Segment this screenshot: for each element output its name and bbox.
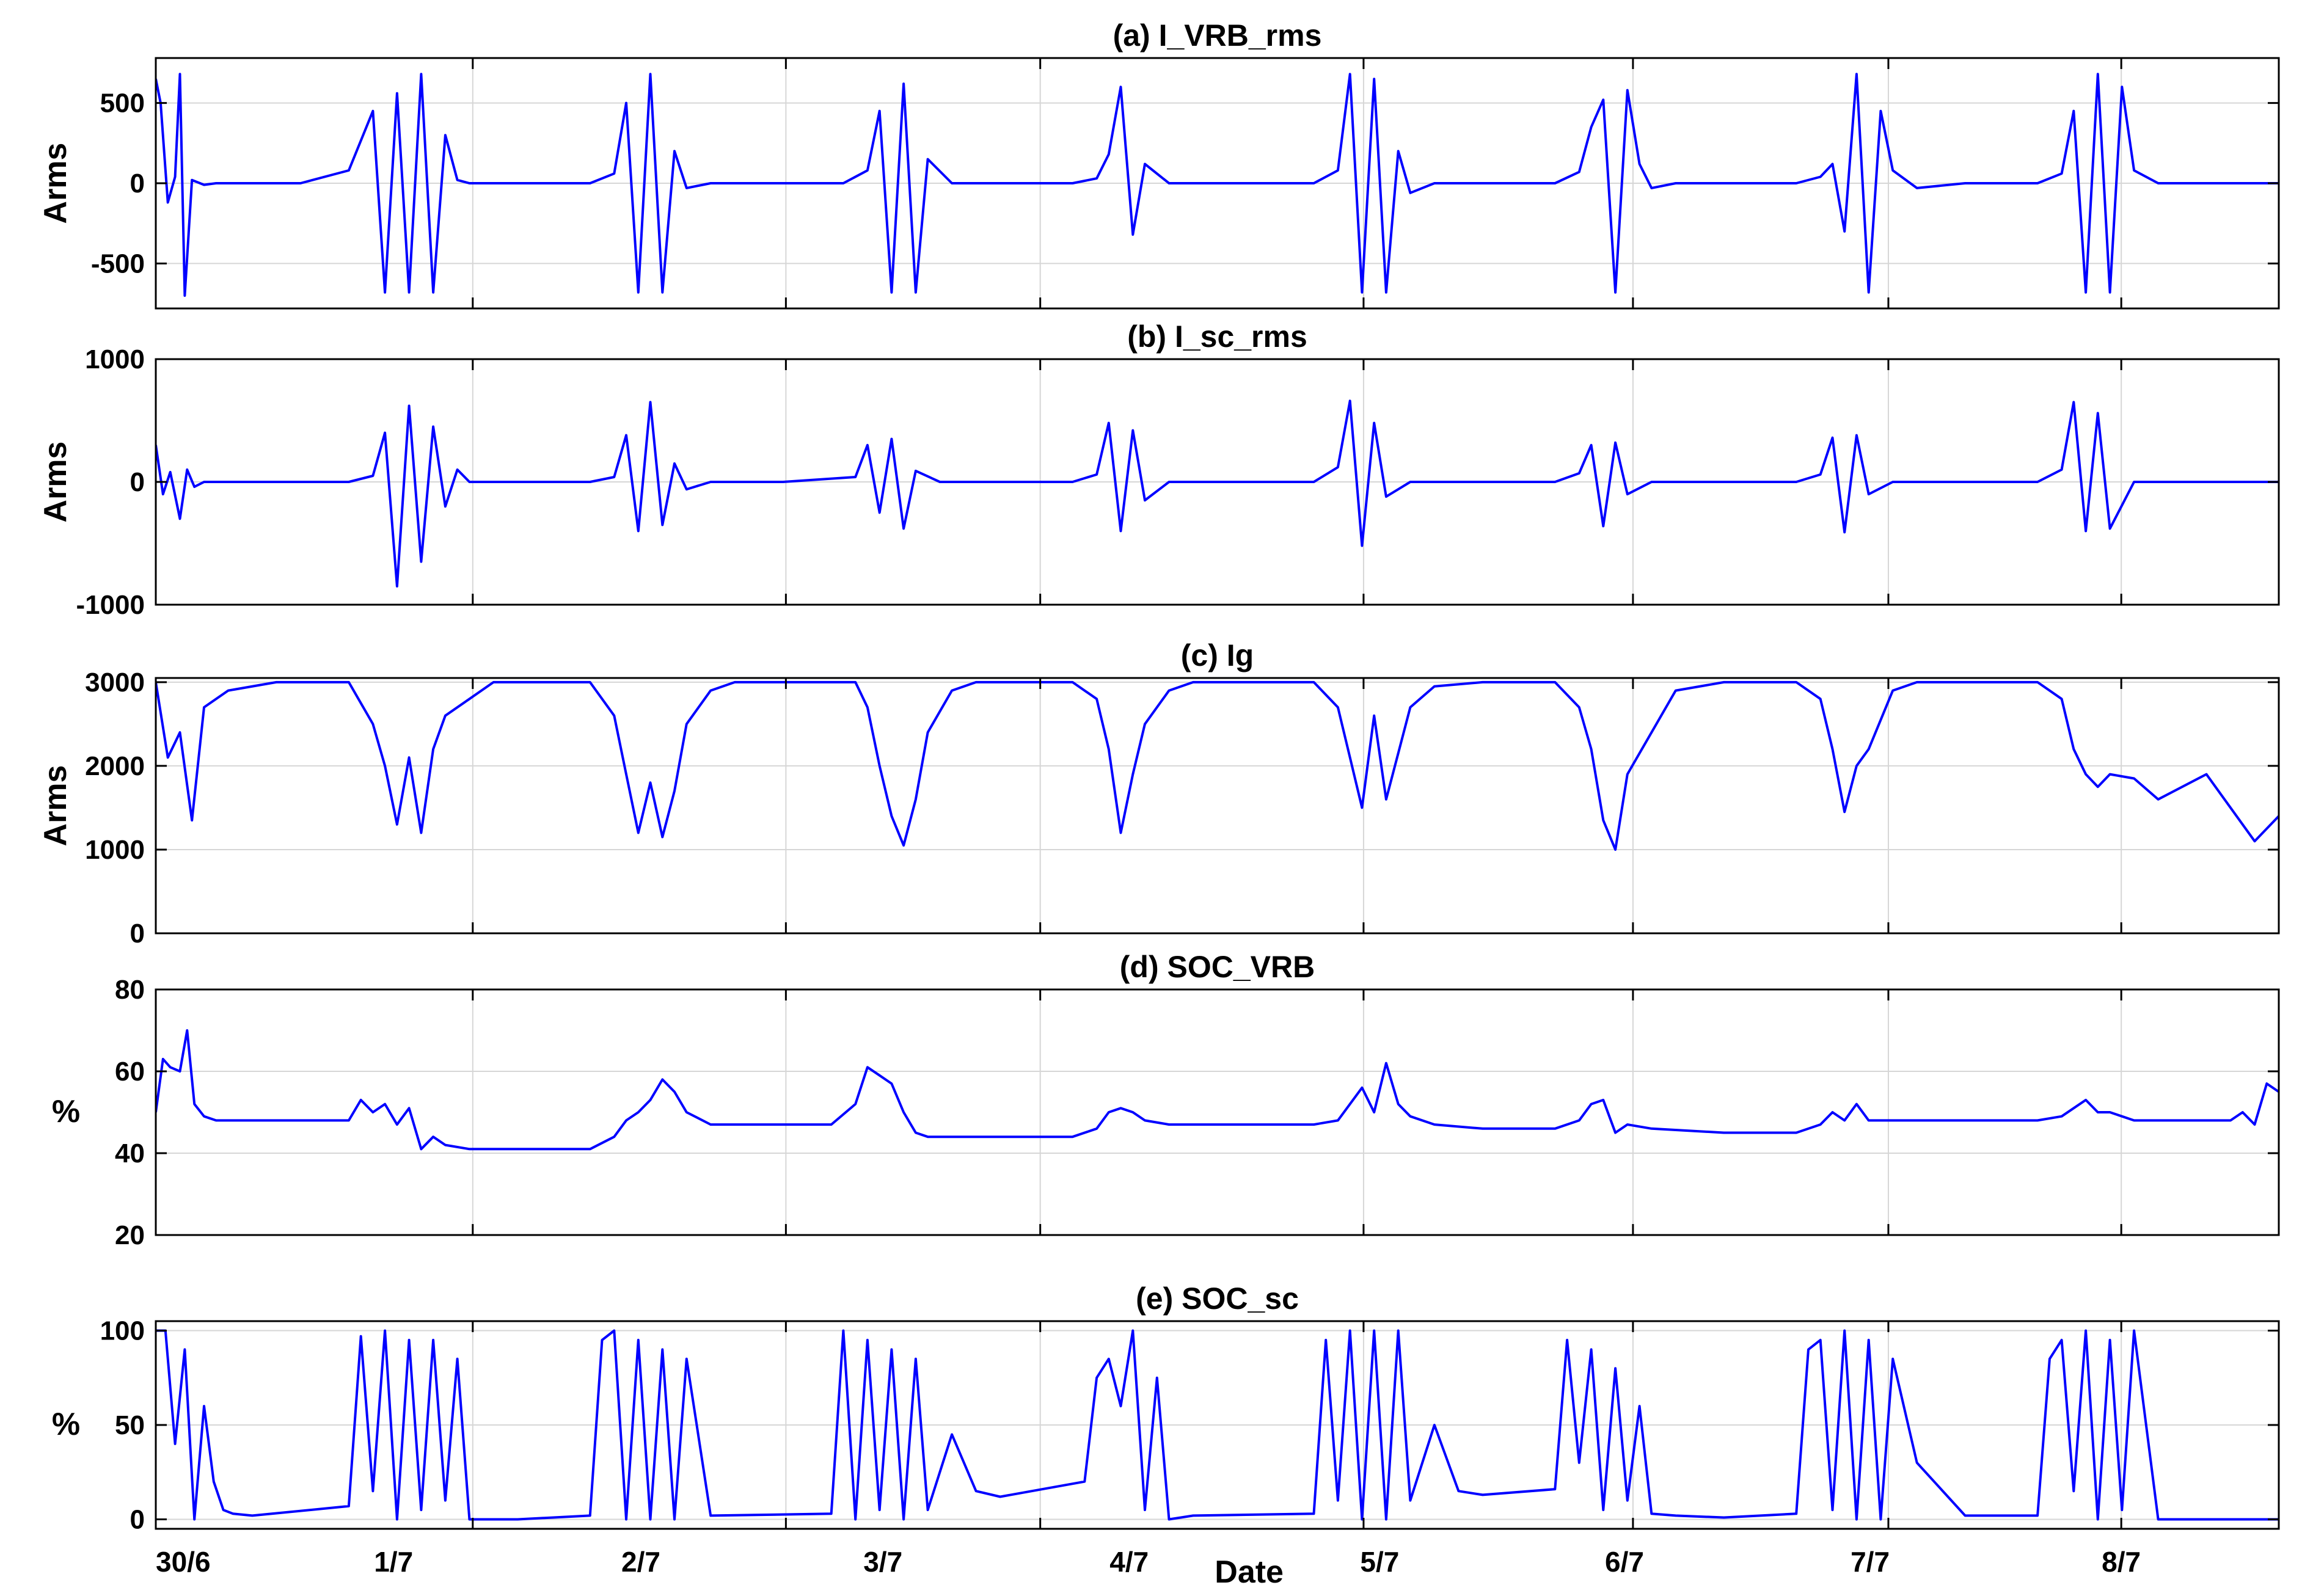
x-axis-label: Date (1215, 1554, 1284, 1590)
x-tick-label: 3/7 (863, 1546, 902, 1578)
series-line (156, 73, 2279, 297)
axes-box (155, 988, 2280, 1236)
y-tick-label: 500 (100, 89, 145, 118)
y-axis-label: % (52, 1094, 80, 1129)
y-axis-label: Arms (38, 442, 73, 523)
x-tick-label: 4/7 (1109, 1546, 1149, 1578)
y-axis-label: Arms (38, 143, 73, 224)
subplot-title: (b) I_sc_rms (1127, 319, 1307, 354)
x-tick-label: 8/7 (2102, 1546, 2141, 1578)
y-tick-label: 60 (115, 1057, 145, 1087)
y-tick-label: 1000 (85, 835, 145, 865)
y-tick-label: 0 (130, 169, 145, 199)
series-line (156, 399, 2279, 588)
y-tick-label: -500 (91, 249, 145, 279)
x-tick-label: 1/7 (374, 1546, 413, 1578)
x-tick-label: 6/7 (1605, 1546, 1644, 1578)
y-tick-label: 20 (115, 1220, 145, 1250)
subplot-title: (c) Ig (1181, 638, 1254, 672)
subplot-4: 20 40 60 80 (d) SOC_VRB% (52, 950, 2280, 1250)
y-tick-label: 0 (130, 919, 145, 949)
x-tick-label: 5/7 (1360, 1546, 1399, 1578)
y-tick-label: 3000 (85, 668, 145, 698)
subplot-title: (d) SOC_VRB (1120, 950, 1315, 984)
y-tick-label: 1000 (85, 344, 145, 374)
subplot-title: (e) SOC_sc (1136, 1281, 1299, 1316)
series-line (156, 680, 2279, 851)
y-tick-label: 40 (115, 1139, 145, 1168)
x-axis-tick-labels: 30/6 1/7 2/7 3/7 4/7 5/7 6/7 7/7 8/7 (156, 1546, 2141, 1578)
y-tick-label: 80 (115, 975, 145, 1005)
subplot-5: 0 50 100 (e) SOC_sc% (52, 1281, 2280, 1535)
y-tick-label: 100 (100, 1316, 145, 1346)
subplot-title: (a) I_VRB_rms (1113, 18, 1322, 53)
series-line (156, 1329, 2279, 1521)
y-axis-label: Arms (38, 765, 73, 847)
x-tick-label: 2/7 (621, 1546, 660, 1578)
subplot-3: 0 1000 2000 3000 (c) Ig Arms (38, 638, 2280, 949)
y-tick-label: 2000 (85, 751, 145, 781)
y-tick-label: -1000 (76, 590, 145, 620)
subplot-1: -500 0 500 (a) I_VRB_rms Arms (38, 18, 2280, 310)
x-tick-label: 30/6 (156, 1546, 211, 1578)
y-axis-label: % (52, 1407, 80, 1442)
subplot-2: -1000 0 1000 (b) I_sc_rms Arms (38, 319, 2280, 620)
y-tick-label: 0 (130, 1505, 145, 1535)
axes-box (155, 677, 2280, 935)
x-tick-label: 7/7 (1851, 1546, 1890, 1578)
y-tick-label: 0 (130, 467, 145, 497)
series-line (156, 1029, 2279, 1151)
y-tick-label: 50 (115, 1410, 145, 1440)
